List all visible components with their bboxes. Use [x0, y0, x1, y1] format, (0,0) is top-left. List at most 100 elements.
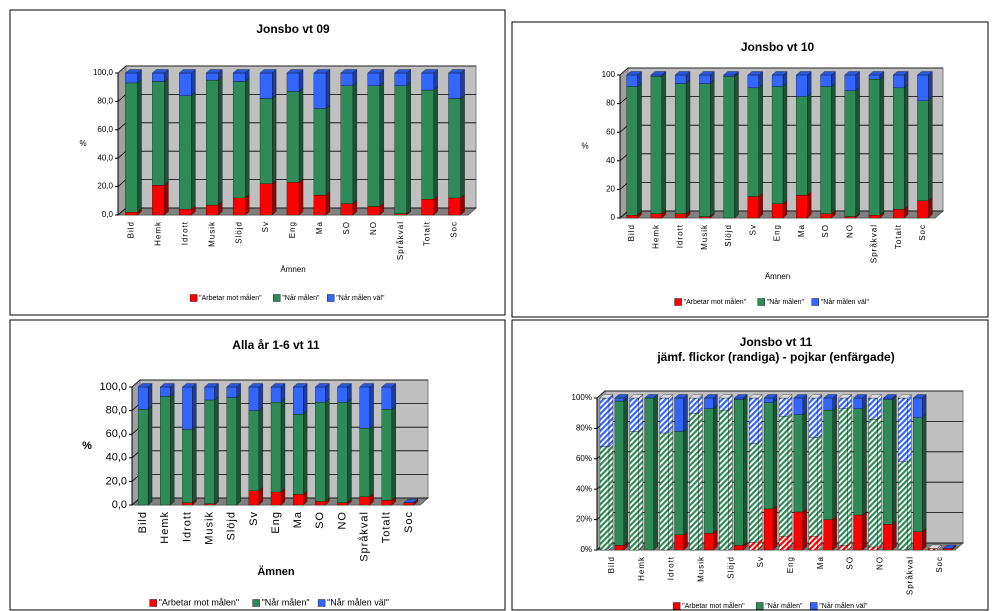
grid-line: [131, 379, 428, 388]
legend-label: "Arbetar mot målen": [684, 298, 747, 306]
bar-segment: [182, 502, 193, 506]
x-tick-label: Slöjd: [226, 511, 238, 540]
legend-swatch: [327, 294, 335, 302]
bar-top: [394, 69, 412, 74]
bar-segment: [644, 397, 654, 551]
bar-side: [668, 394, 673, 434]
bar-side: [191, 69, 196, 97]
bar-segment: [808, 397, 818, 438]
x-tick-label: Sv: [261, 221, 270, 232]
bar-segment: [749, 397, 759, 444]
bar-segment: [626, 74, 638, 87]
bar-segment: [928, 548, 938, 551]
bar-side: [713, 404, 718, 534]
bar-segment: [448, 72, 461, 99]
y-tick-label: 0,0: [112, 499, 127, 511]
bar-segment: [421, 89, 434, 200]
x-tick-label: Sv: [748, 224, 757, 235]
bar-top: [674, 394, 688, 399]
bar-top: [733, 394, 748, 399]
bar-side: [325, 69, 331, 109]
bar-segment: [898, 461, 908, 551]
x-tick-label: NO: [336, 511, 348, 530]
bar-segment: [650, 76, 662, 214]
x-tick-label: Bild: [627, 224, 636, 241]
bar-segment: [763, 402, 774, 510]
bar-side: [271, 69, 277, 99]
bar-top: [313, 69, 331, 74]
y-tick-label: 100%: [572, 393, 592, 402]
bar-segment: [359, 386, 370, 429]
grid-line: [619, 67, 943, 76]
bar-side: [928, 96, 933, 202]
bar-segment: [796, 194, 808, 219]
legend-swatch: [674, 298, 682, 306]
bar-segment: [125, 212, 138, 216]
bar-side: [683, 427, 688, 536]
bar-segment: [315, 501, 326, 506]
bar-side: [258, 406, 263, 492]
bar-top: [747, 71, 764, 76]
x-tick-label: Bild: [127, 221, 136, 238]
x-tick-label: Bild: [607, 556, 616, 573]
bar-side: [683, 394, 688, 432]
bar-top: [892, 71, 909, 76]
bar-segment: [659, 397, 669, 434]
bar-segment: [883, 397, 893, 400]
legend-swatch: [273, 294, 281, 302]
bar-segment: [689, 413, 699, 551]
x-tick-label: Musik: [207, 221, 216, 247]
bar-segment: [823, 410, 833, 520]
y-tick-label: 100,0: [99, 381, 127, 393]
bar-segment: [917, 100, 929, 201]
y-tick-label: 0%: [580, 545, 592, 554]
bar-side: [787, 394, 793, 417]
y-tick-label: 0,0: [102, 210, 114, 219]
bar-side: [907, 394, 912, 463]
bar-side: [928, 71, 933, 102]
legend-label: "Når målen": [262, 597, 310, 607]
y-tick-label: 40,0: [97, 153, 113, 162]
x-tick-label: Ma: [797, 224, 806, 237]
bar-segment: [699, 74, 711, 84]
bar-segment: [719, 410, 729, 551]
bar-top: [868, 71, 885, 76]
bar-segment: [704, 408, 714, 534]
x-tick-label: SO: [314, 511, 326, 529]
bar-segment: [868, 79, 881, 216]
bar-segment: [942, 548, 953, 551]
bar-segment: [315, 386, 326, 403]
bar-side: [164, 181, 169, 216]
bar-segment: [394, 72, 407, 86]
x-tick-label: Eng: [270, 511, 282, 534]
bar-side: [214, 396, 219, 505]
bar-segment: [337, 402, 348, 503]
bar-segment: [883, 524, 893, 551]
bar-side: [698, 409, 703, 551]
y-axis-label: %: [82, 440, 92, 452]
y-tick-label: 80,0: [106, 405, 127, 417]
bar-side: [608, 442, 614, 551]
legend-swatch: [252, 599, 260, 607]
bar-side: [271, 179, 277, 216]
bar-side: [855, 86, 860, 217]
bar-segment: [719, 397, 729, 411]
bar-side: [258, 383, 263, 411]
bar-side: [817, 433, 822, 537]
bar-top: [723, 71, 739, 76]
bar-side: [757, 394, 763, 444]
bar-segment: [778, 416, 789, 537]
bar-segment: [844, 74, 856, 91]
bar-side: [862, 511, 867, 551]
chart-panel: Jonsbo vt 09 0,0 20,0 40,0 60,0 80,0 100,0% Ämn…: [9, 9, 506, 316]
x-axis-label: Ämnen: [765, 272, 790, 281]
bar-segment: [259, 98, 273, 184]
bar-segment: [232, 81, 246, 199]
bar-segment: [820, 86, 832, 214]
bar-side: [879, 75, 885, 216]
x-tick-label: Idrott: [667, 556, 676, 580]
y-tick-label: 80,0: [97, 97, 113, 106]
bar-segment: [614, 545, 625, 551]
